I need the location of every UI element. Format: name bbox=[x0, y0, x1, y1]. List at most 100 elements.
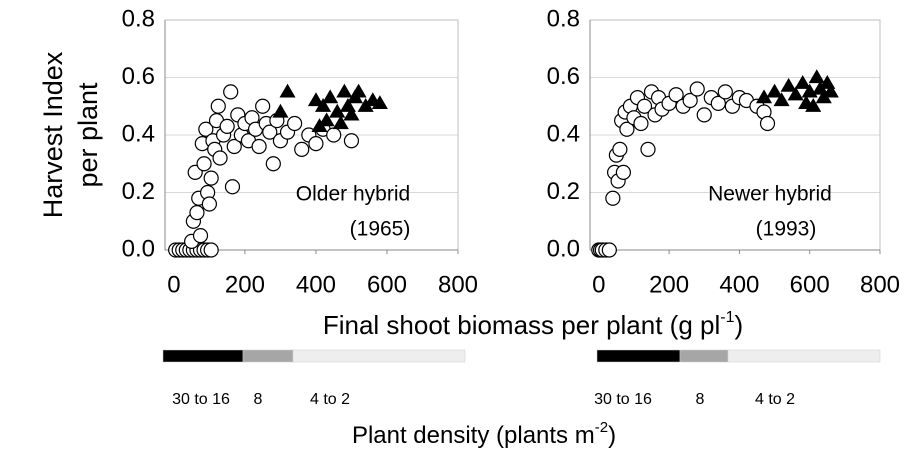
circle-point bbox=[615, 164, 631, 180]
density-segment bbox=[292, 349, 466, 363]
triangle-point bbox=[780, 77, 797, 92]
circle-point bbox=[226, 138, 242, 155]
circle-point bbox=[759, 115, 776, 132]
circle-point bbox=[203, 170, 219, 186]
x-label-tail: ) bbox=[735, 310, 744, 340]
circle-point bbox=[601, 242, 617, 258]
circle-point bbox=[308, 136, 324, 152]
y-tick-label: 0.2 bbox=[122, 178, 155, 205]
circle-point bbox=[668, 87, 684, 103]
circle-point bbox=[689, 81, 705, 97]
triangle-point bbox=[794, 75, 811, 89]
triangle-point bbox=[336, 83, 353, 98]
triangle-point bbox=[307, 92, 324, 107]
triangle-point bbox=[343, 106, 360, 121]
y-tick-label: 0.0 bbox=[122, 235, 155, 262]
density-label-text: Plant density (plants m bbox=[352, 422, 595, 449]
x-label-text: Final shoot biomass per plant (g pl bbox=[323, 310, 720, 340]
y-tick-label: 0.0 bbox=[547, 235, 580, 262]
annotation: Newer hybrid bbox=[708, 183, 832, 206]
density-tick-label: 8 bbox=[696, 391, 705, 408]
circle-point bbox=[343, 133, 360, 149]
y-label: Harvest Index bbox=[38, 51, 68, 218]
triangle-point bbox=[773, 92, 790, 107]
y-tick-label: 0.2 bbox=[547, 178, 580, 205]
triangle-point bbox=[272, 103, 289, 118]
density-segment bbox=[162, 349, 244, 363]
circle-point bbox=[605, 190, 621, 206]
triangle-point bbox=[279, 83, 296, 98]
x-tick-label: 800 bbox=[438, 271, 478, 298]
density-label-sup: -2 bbox=[595, 419, 608, 436]
density-label-tail: ) bbox=[608, 422, 616, 449]
y-tick-label: 0.8 bbox=[122, 5, 155, 32]
y-tick-label: 0.8 bbox=[547, 5, 580, 32]
circle-point bbox=[612, 141, 628, 157]
triangle-point bbox=[318, 112, 335, 127]
triangle-point bbox=[350, 83, 367, 98]
x-label-sup: -1 bbox=[720, 309, 734, 326]
x-tick-label: 600 bbox=[367, 271, 407, 298]
x-tick-label: 600 bbox=[790, 271, 830, 298]
x-tick-label: 400 bbox=[719, 271, 759, 298]
y-tick-label: 0.4 bbox=[122, 120, 155, 147]
x-tick-label: 200 bbox=[649, 271, 689, 298]
annotation: Older hybrid bbox=[296, 183, 410, 206]
x-tick-label: 800 bbox=[860, 271, 900, 298]
circle-point bbox=[192, 228, 209, 244]
triangle-point bbox=[766, 83, 783, 98]
density-segment bbox=[242, 349, 294, 363]
circle-point bbox=[189, 205, 205, 221]
density-tick-label: 4 to 2 bbox=[755, 391, 795, 408]
circle-point bbox=[223, 84, 239, 100]
circle-point bbox=[219, 118, 235, 134]
x-tick-label: 0 bbox=[592, 271, 605, 298]
triangle-point bbox=[822, 83, 839, 98]
x-tick-label: 400 bbox=[296, 271, 336, 298]
circle-point bbox=[201, 196, 217, 212]
x-tick-label: 200 bbox=[225, 271, 265, 298]
triangle-point bbox=[332, 115, 349, 130]
density-segment bbox=[596, 349, 681, 363]
circle-point bbox=[287, 115, 303, 132]
density-label: Plant density (plants m-2) bbox=[352, 419, 616, 449]
circle-point bbox=[251, 138, 267, 155]
triangle-point bbox=[787, 86, 804, 101]
circle-point bbox=[203, 242, 219, 258]
circle-point bbox=[210, 98, 226, 114]
circle-point bbox=[619, 121, 635, 137]
x-tick-label: 0 bbox=[167, 271, 180, 298]
triangle-point bbox=[322, 89, 339, 104]
circle-point bbox=[196, 156, 212, 172]
circle-point bbox=[326, 127, 342, 143]
circle-point bbox=[212, 150, 228, 166]
density-segment bbox=[727, 349, 881, 363]
circle-point bbox=[262, 124, 278, 140]
density-tick-label: 30 to 16 bbox=[172, 391, 230, 408]
annotation: (1965) bbox=[350, 218, 411, 241]
density-segment bbox=[679, 349, 729, 363]
density-tick-label: 30 to 16 bbox=[594, 391, 652, 408]
y-tick-label: 0.6 bbox=[547, 63, 580, 90]
triangle-point bbox=[808, 69, 825, 84]
circle-point bbox=[255, 98, 271, 114]
triangle-point bbox=[805, 98, 822, 112]
circle-point bbox=[636, 98, 653, 114]
circle-point bbox=[710, 95, 726, 111]
annotation: (1993) bbox=[756, 218, 817, 241]
circle-point bbox=[265, 156, 281, 172]
circle-point bbox=[682, 92, 698, 109]
circle-point bbox=[640, 141, 656, 157]
circle-point bbox=[224, 179, 241, 195]
circle-point bbox=[633, 115, 649, 132]
y-tick-label: 0.4 bbox=[547, 120, 580, 147]
y-label: per plant bbox=[73, 82, 103, 188]
triangle-point bbox=[314, 98, 332, 112]
density-tick-label: 8 bbox=[254, 391, 263, 408]
circle-point bbox=[294, 141, 310, 157]
circle-point bbox=[198, 121, 214, 137]
y-tick-label: 0.6 bbox=[122, 63, 155, 90]
density-tick-label: 4 to 2 bbox=[310, 391, 350, 408]
x-label: Final shoot biomass per plant (g pl-1) bbox=[323, 309, 743, 340]
